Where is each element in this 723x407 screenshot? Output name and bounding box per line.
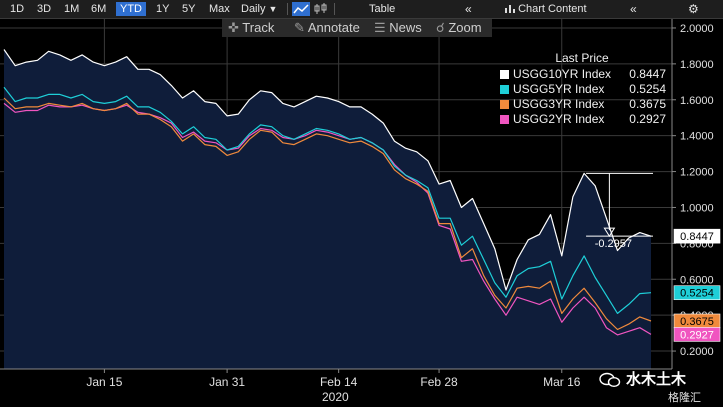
last-value-text: 0.3675 bbox=[680, 316, 714, 328]
table-button[interactable]: Table bbox=[369, 3, 396, 15]
last-value-tag bbox=[673, 285, 721, 301]
range-max-button[interactable]: Max bbox=[209, 3, 230, 15]
top-toolbar: 1D 3D 1M 6M YTD 1Y 5Y Max Daily ▼ Table … bbox=[0, 0, 723, 19]
frequency-dropdown[interactable]: Daily ▼ bbox=[241, 0, 277, 18]
last-value-tag bbox=[673, 228, 721, 244]
chart-content-label: Chart Content bbox=[518, 3, 587, 15]
chevron-down-icon: ▼ bbox=[268, 4, 278, 14]
series-line bbox=[3, 97, 652, 331]
range-1d-button[interactable]: 1D bbox=[10, 3, 25, 15]
last-value-text: 0.2927 bbox=[680, 329, 714, 341]
legend-swatch bbox=[500, 70, 509, 79]
news-icon: ☰ bbox=[374, 20, 386, 35]
range-ytd-button[interactable]: YTD bbox=[116, 2, 146, 16]
double-chevron-icon[interactable]: « bbox=[630, 2, 637, 16]
gear-icon[interactable]: ⚙ bbox=[688, 2, 699, 16]
legend-series-value: 0.5254 bbox=[629, 82, 666, 96]
y-tick-label: 0.6000 bbox=[680, 274, 714, 286]
double-chevron-icon[interactable]: « bbox=[465, 2, 472, 16]
track-label: Track bbox=[242, 20, 275, 35]
legend-item[interactable]: USGG3YR Index 0.3675 bbox=[496, 97, 668, 112]
legend-series-value: 0.8447 bbox=[629, 67, 666, 81]
range-5y-button[interactable]: 5Y bbox=[182, 3, 196, 15]
annotate-button[interactable]: ✎ Annotate bbox=[294, 19, 360, 37]
x-tick-label: Jan 31 bbox=[209, 375, 245, 389]
delta-annotation: -0.2957 bbox=[586, 172, 653, 250]
line-chart-icon[interactable] bbox=[292, 2, 310, 16]
x-tick-label: Feb 14 bbox=[320, 375, 358, 389]
legend-series-name: USGG2YR Index bbox=[513, 112, 605, 126]
series-line bbox=[3, 86, 652, 314]
range-3d-button[interactable]: 3D bbox=[37, 3, 52, 15]
y-tick-label: 1.2000 bbox=[680, 167, 714, 179]
annotate-label: Annotate bbox=[307, 20, 360, 35]
x-tick-label: Feb 28 bbox=[420, 375, 458, 389]
pencil-icon: ✎ bbox=[294, 20, 305, 35]
legend-swatch bbox=[500, 85, 509, 94]
watermark: 水木土木 格隆汇 bbox=[596, 368, 720, 404]
price-chart[interactable]: -0.2957 2.0000 1.8000 1.6000 1.4000 1.2000 1.… bbox=[0, 19, 723, 407]
last-value-tag bbox=[673, 327, 721, 342]
legend-series-name: USGG5YR Index bbox=[513, 82, 605, 96]
legend-series-value: 0.3675 bbox=[629, 97, 666, 111]
range-1y-button[interactable]: 1Y bbox=[156, 3, 170, 15]
magnifier-icon: ☌ bbox=[436, 20, 445, 35]
legend-title: Last Price bbox=[555, 51, 609, 65]
y-tick-label: 1.6000 bbox=[680, 95, 714, 107]
crosshair-icon: ✜ bbox=[228, 20, 239, 35]
track-button[interactable]: ✜ Track bbox=[228, 19, 274, 37]
watermark-main-text: 水木土木 bbox=[626, 371, 687, 388]
candlestick-chart-icon[interactable] bbox=[312, 2, 330, 16]
legend-item[interactable]: USGG10YR Index 0.8447 bbox=[496, 67, 668, 82]
zoom-label: Zoom bbox=[448, 20, 482, 35]
zoom-button[interactable]: ☌ Zoom bbox=[436, 19, 482, 37]
y-tick-label: 2.0000 bbox=[680, 23, 714, 35]
last-value-text: 0.5254 bbox=[680, 288, 714, 300]
watermark-sub-text: 格隆汇 bbox=[668, 392, 701, 404]
chart-subtoolbar: ✜ Track ✎ Annotate ☰ News ☌ Zoom bbox=[222, 19, 492, 37]
axes: 2.00001.80001.60001.40001.20001.00000.80… bbox=[0, 19, 721, 389]
y-tick-label: 1.4000 bbox=[680, 131, 714, 143]
news-label: News bbox=[389, 20, 422, 35]
legend-swatch bbox=[500, 115, 509, 124]
x-axis-year-label: 2020 bbox=[322, 390, 349, 404]
frequency-label: Daily bbox=[241, 3, 266, 15]
annotation-delta-label: -0.2957 bbox=[595, 238, 632, 250]
legend-swatch bbox=[500, 100, 509, 109]
toolbar-divider bbox=[287, 3, 288, 15]
legend-series-name: USGG3YR Index bbox=[513, 97, 605, 111]
x-tick-label: Mar 16 bbox=[543, 375, 581, 389]
wechat-logo-icon bbox=[599, 372, 621, 388]
range-1m-button[interactable]: 1M bbox=[64, 3, 80, 15]
y-tick-label: 1.0000 bbox=[680, 202, 714, 214]
legend-series-value: 0.2927 bbox=[629, 112, 666, 126]
chart-content-button[interactable]: Chart Content bbox=[505, 0, 587, 18]
y-tick-label: 0.2000 bbox=[680, 346, 714, 358]
series-lines bbox=[3, 49, 652, 336]
legend-item[interactable]: USGG5YR Index 0.5254 bbox=[496, 82, 668, 97]
legend-item[interactable]: USGG2YR Index 0.2927 bbox=[496, 112, 668, 127]
annotation-arrow-head bbox=[603, 227, 616, 238]
last-value-text: 0.8447 bbox=[680, 231, 714, 243]
chart-legend: Last Price USGG10YR Index 0.8447 USGG5YR… bbox=[496, 51, 668, 127]
y-tick-label: 1.8000 bbox=[680, 59, 714, 71]
series-line bbox=[3, 49, 652, 291]
legend-series-name: USGG10YR Index bbox=[513, 67, 612, 81]
bar-chart-icon bbox=[505, 3, 518, 15]
toolbar-divider bbox=[334, 3, 335, 15]
x-tick-label: Jan 15 bbox=[86, 375, 122, 389]
range-6m-button[interactable]: 6M bbox=[91, 3, 107, 15]
news-button[interactable]: ☰ News bbox=[374, 19, 422, 37]
